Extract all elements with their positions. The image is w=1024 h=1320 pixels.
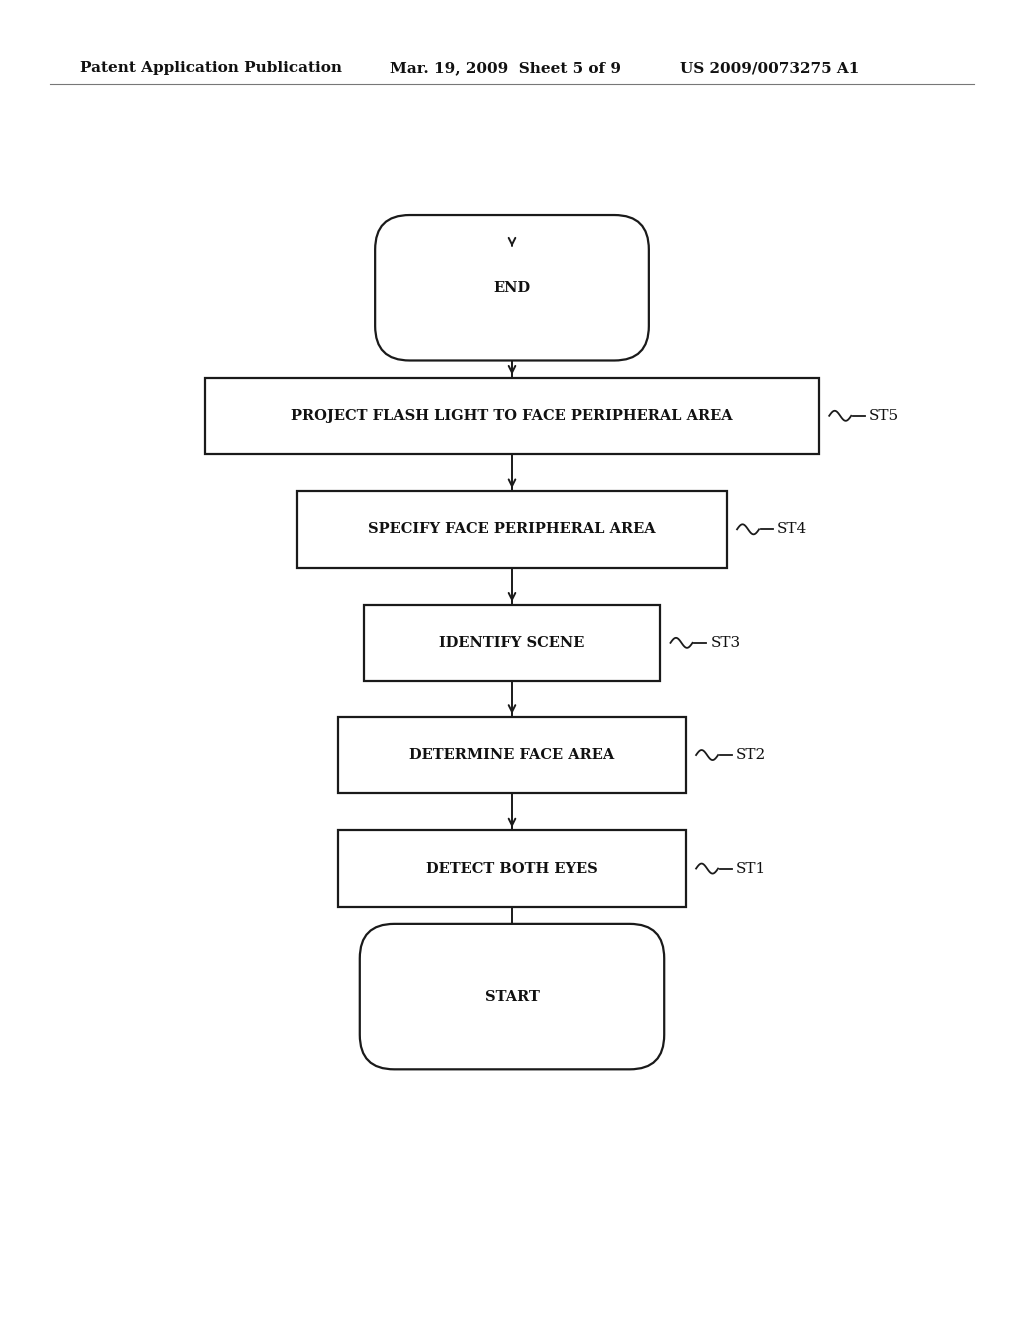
Text: FIG. 8: FIG. 8	[407, 243, 554, 288]
Text: Patent Application Publication: Patent Application Publication	[80, 61, 342, 75]
Bar	[364, 605, 660, 681]
Text: END: END	[494, 281, 530, 294]
Text: SPECIFY FACE PERIPHERAL AREA: SPECIFY FACE PERIPHERAL AREA	[369, 523, 655, 536]
Bar	[338, 717, 686, 793]
Text: DETERMINE FACE AREA: DETERMINE FACE AREA	[410, 748, 614, 762]
Text: IDENTIFY SCENE: IDENTIFY SCENE	[439, 636, 585, 649]
Text: ST3: ST3	[711, 636, 740, 649]
Bar	[205, 378, 819, 454]
Text: ST5: ST5	[869, 409, 899, 422]
Text: ST1: ST1	[736, 862, 766, 875]
FancyBboxPatch shape	[359, 924, 665, 1069]
Text: ST4: ST4	[777, 523, 807, 536]
Text: START: START	[484, 990, 540, 1003]
Bar	[338, 830, 686, 907]
Text: DETECT BOTH EYES: DETECT BOTH EYES	[426, 862, 598, 875]
Text: ST2: ST2	[736, 748, 766, 762]
Text: Mar. 19, 2009  Sheet 5 of 9: Mar. 19, 2009 Sheet 5 of 9	[390, 61, 621, 75]
Bar	[297, 491, 727, 568]
FancyBboxPatch shape	[375, 215, 649, 360]
Text: PROJECT FLASH LIGHT TO FACE PERIPHERAL AREA: PROJECT FLASH LIGHT TO FACE PERIPHERAL A…	[291, 409, 733, 422]
Text: US 2009/0073275 A1: US 2009/0073275 A1	[680, 61, 859, 75]
